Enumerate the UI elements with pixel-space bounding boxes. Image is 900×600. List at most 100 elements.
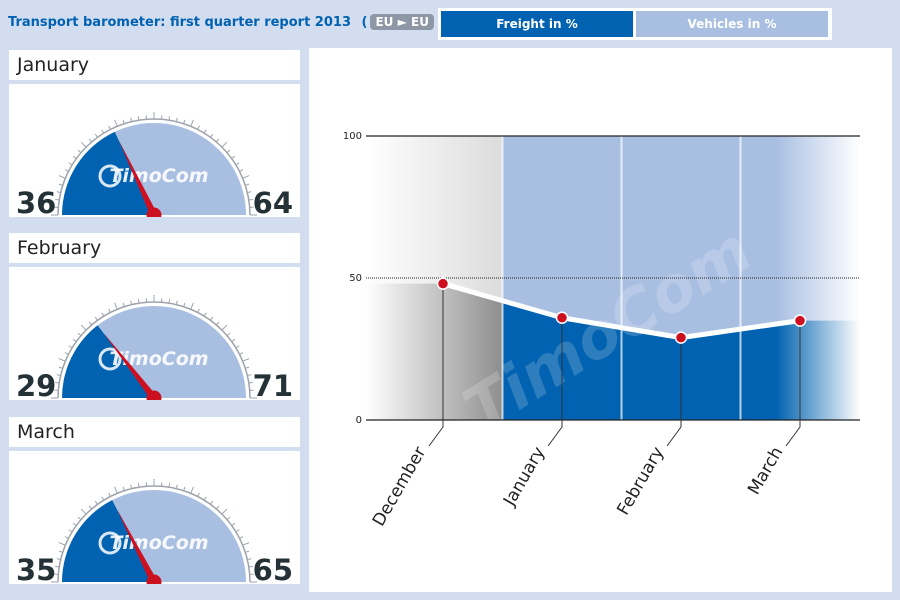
x-tick-label: March (744, 444, 787, 499)
gauge-tick (239, 536, 244, 539)
gauge-tick (245, 366, 250, 369)
gauge-tick (88, 505, 93, 510)
gauge-freight-value: 29 (16, 369, 56, 400)
gauge-tick (137, 299, 140, 304)
gauge-tick (94, 500, 98, 505)
y-tick-label: 0 (356, 415, 362, 426)
data-point (674, 331, 688, 344)
gauge-tick (114, 486, 118, 494)
gauge-tick (122, 119, 125, 124)
chart-panel: TimoCom 0 50 100 December January February Marc… (309, 48, 892, 592)
gauge-month-label: January (9, 50, 300, 80)
gauge-tick (245, 550, 250, 553)
gauge-tick (183, 119, 186, 124)
gauge-tick (94, 316, 98, 321)
tab-freight[interactable]: Freight in % (441, 11, 633, 37)
gauge-freight-sector (62, 500, 154, 582)
gauge-tick (247, 191, 252, 194)
gauge-freight-sector (62, 131, 154, 215)
gauge-tick (130, 300, 133, 305)
gauge-tick (56, 374, 61, 377)
gauge-logo: TimoCom (109, 348, 208, 370)
gauge-tick (58, 175, 66, 179)
gauge-tick (108, 125, 111, 130)
gauge-tick (58, 183, 63, 186)
gauge-tick (58, 550, 63, 553)
data-point (436, 277, 450, 290)
gauge-tick (190, 119, 194, 127)
gauge-tick (68, 529, 73, 533)
gauge-month-label: February (9, 233, 300, 263)
gauge-tick (88, 138, 93, 143)
gauge-tick (58, 358, 66, 362)
page-title: Transport barometer: first quarter repor… (8, 14, 443, 30)
gauge-tick (242, 175, 250, 179)
gauge-tick (55, 381, 60, 384)
gauge-tick (130, 484, 133, 489)
gauge-tick (203, 496, 207, 501)
gauge-tick (242, 358, 250, 362)
y-tick-label: 100 (343, 131, 362, 142)
gauge-tick (231, 338, 236, 342)
gauge-tick (221, 141, 228, 148)
gauge-tick (231, 522, 236, 526)
gauge-tick (168, 116, 171, 121)
gauge-panel: TimoCom 29 71 (9, 267, 300, 400)
gauge-vehicles-value: 65 (253, 553, 293, 584)
route-to: EU (411, 15, 429, 29)
tab-bar: Freight in % Vehicles in % (438, 8, 832, 40)
route-arrow-icon: ► (397, 15, 407, 29)
gauge-tick (64, 536, 69, 539)
gauge-freight-value: 36 (16, 186, 56, 217)
gauge-tick (221, 324, 228, 331)
gauge-tick (183, 302, 186, 307)
gauge-tick (77, 149, 82, 154)
gauge-tick (108, 308, 111, 313)
gauge-tick (77, 332, 82, 337)
gauge-tick (183, 486, 186, 491)
gauge-tick (203, 312, 207, 317)
gauge-tick (175, 484, 178, 489)
gauge-tick (94, 133, 98, 138)
gauge-tick (168, 483, 171, 488)
gauge-tick (242, 542, 250, 546)
gauge-tick (235, 345, 240, 349)
gauge-tick (210, 500, 214, 505)
x-tick-label: January (499, 444, 549, 511)
chart-area (366, 283, 503, 420)
gauge-tick (55, 198, 60, 201)
gauge-needle (103, 333, 157, 400)
gauge-tick (72, 522, 77, 526)
gauge-tick (190, 486, 194, 494)
gauge-rim (57, 485, 251, 583)
gauge-tick (221, 508, 228, 515)
gauge-tick (215, 321, 220, 326)
gauge-tick (55, 565, 60, 568)
gauge-tick (210, 316, 214, 321)
gauge-tick (197, 125, 200, 130)
data-point (793, 314, 807, 327)
gauge-tick (122, 302, 125, 307)
gauge-tick (114, 119, 118, 127)
tab-vehicles[interactable]: Vehicles in % (636, 11, 828, 37)
data-leader-line (428, 283, 444, 447)
logo-icon (98, 531, 122, 555)
gauge-tick (175, 117, 178, 122)
gauge-tick (215, 505, 220, 510)
gauge-tick (56, 558, 61, 561)
gauge-tick (226, 516, 231, 521)
gauge-tick (248, 198, 253, 201)
gauge-vehicles-value: 71 (253, 369, 293, 400)
gauge-tick (210, 133, 214, 138)
gauge-tick (101, 312, 105, 317)
gauge-tick (247, 558, 252, 561)
gauge-tick (137, 483, 140, 488)
gauge-tick (248, 565, 253, 568)
gauge-month-label: March (9, 417, 300, 447)
gauge-freight-value: 35 (16, 553, 56, 584)
gauge-tick (215, 138, 220, 143)
gauge-tick (248, 381, 253, 384)
gauge-panel: TimoCom 36 64 (9, 84, 300, 217)
data-leader-line (666, 337, 682, 447)
